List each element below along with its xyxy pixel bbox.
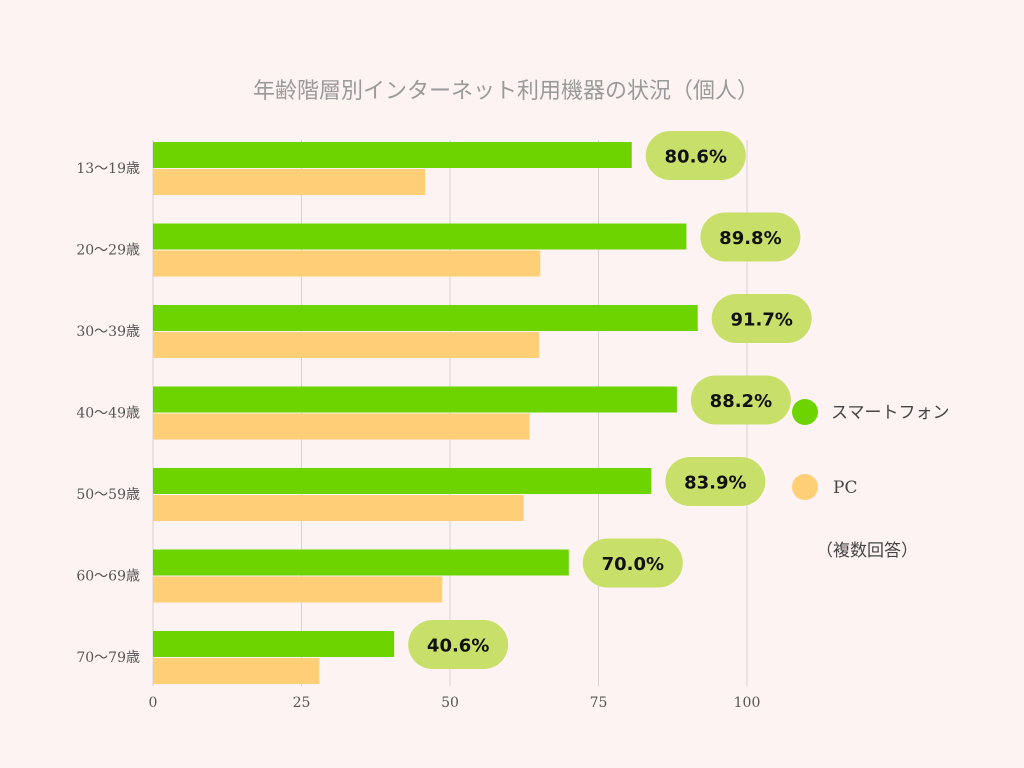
category-labels: 13〜19歳 20〜29歳 30〜39歳 40〜49歳 50〜59歳 60〜69歳 70〜7… — [76, 161, 140, 666]
bar-pc — [153, 250, 541, 277]
data-label-smartphone: 89.8% — [719, 228, 781, 249]
bar-pc — [153, 495, 524, 521]
data-label-bubble — [582, 538, 683, 588]
legend-swatch-smartphone — [792, 399, 818, 425]
bar-pc — [153, 413, 530, 440]
bar-smartphone — [153, 305, 698, 331]
category-label: 20〜29歳 — [76, 243, 140, 259]
bar-pc — [153, 169, 426, 195]
data-label-bubble — [408, 620, 509, 669]
data-label-bubble — [711, 294, 812, 343]
bar-smartphone — [153, 468, 652, 494]
x-tick-label: 50 — [441, 695, 459, 711]
legend-label-smartphone: スマートフォン — [831, 403, 950, 423]
bar-smartphone — [153, 223, 687, 250]
bar-pc — [153, 576, 443, 603]
bar-smartphone — [153, 631, 395, 657]
legend: スマートフォン PC （複数回答） — [792, 399, 950, 561]
bar-smartphone — [153, 142, 632, 168]
bar-pc — [153, 332, 540, 358]
data-label-smartphone: 88.2% — [710, 391, 772, 412]
x-tick-label: 100 — [734, 695, 761, 711]
x-axis-ticks: 0 25 50 75 100 — [149, 695, 761, 711]
data-label-bubble — [665, 457, 766, 506]
legend-swatch-pc — [792, 474, 818, 500]
data-label-smartphone: 80.6% — [665, 147, 727, 168]
data-label-bubble — [690, 375, 791, 425]
x-tick-label: 0 — [149, 695, 158, 711]
multiple-answer-note: （複数回答） — [816, 541, 918, 561]
category-label: 40〜49歳 — [76, 406, 140, 422]
data-label-smartphone: 83.9% — [684, 473, 746, 494]
category-label: 70〜79歳 — [76, 650, 140, 666]
legend-label-pc: PC — [833, 478, 857, 498]
bar-pc — [153, 658, 320, 684]
data-labels: 80.6% 89.8% 91.7% 88.2% 83.9% 70.0% 40.6% — [408, 131, 812, 669]
chart-title: 年齢階層別インターネット利用機器の状況（個人） — [253, 79, 759, 104]
x-tick-label: 75 — [590, 695, 608, 711]
category-label: 50〜59歳 — [76, 487, 140, 503]
data-label-smartphone: 40.6% — [427, 636, 489, 657]
grid-lines — [152, 140, 748, 686]
bars — [153, 142, 698, 684]
category-label: 60〜69歳 — [76, 569, 140, 585]
bar-smartphone — [153, 549, 569, 576]
x-tick-label: 25 — [293, 695, 311, 711]
data-label-bubble — [700, 212, 801, 262]
bar-smartphone — [153, 386, 677, 413]
data-label-bubble — [645, 131, 746, 180]
category-label: 13〜19歳 — [76, 161, 140, 177]
data-label-smartphone: 91.7% — [730, 310, 792, 331]
category-label: 30〜39歳 — [76, 324, 140, 340]
data-label-smartphone: 70.0% — [602, 554, 664, 575]
